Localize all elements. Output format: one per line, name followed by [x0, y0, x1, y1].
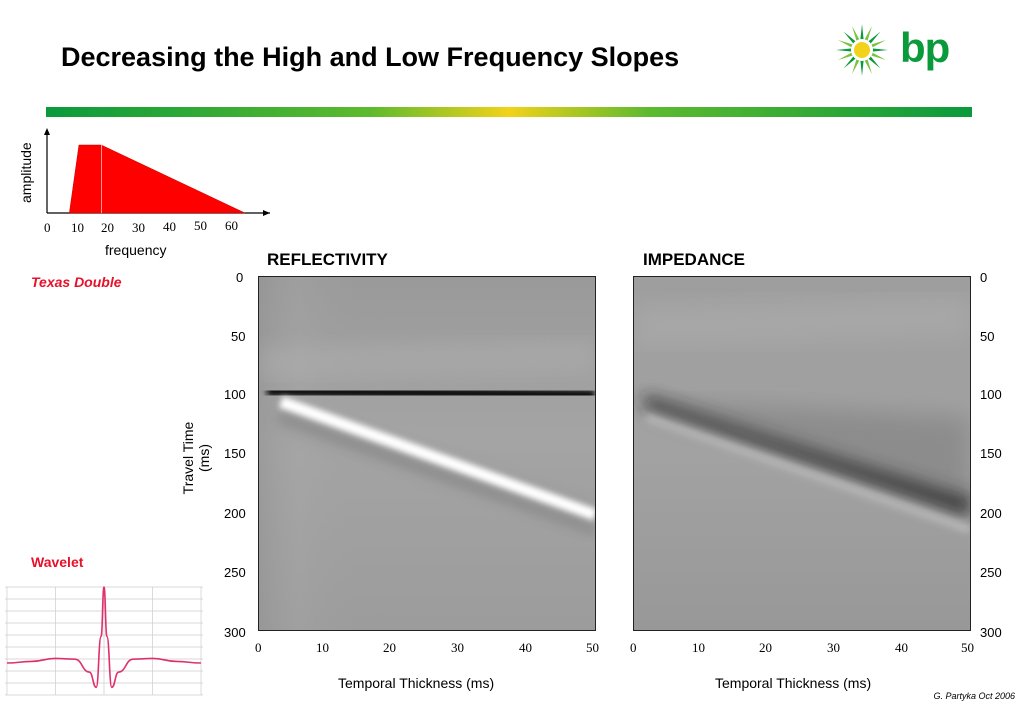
x-tick-refl-30: 30 — [451, 640, 464, 655]
helios-petal — [863, 25, 872, 43]
helios-petal — [866, 54, 881, 69]
x-tick-refl-0: 0 — [255, 640, 262, 655]
y-tick-left-100: 100 — [224, 387, 246, 402]
wavelet-plot — [5, 586, 203, 696]
y-tick-right-150: 150 — [980, 446, 1002, 461]
spectrum-tick-50: 50 — [194, 218, 207, 233]
spectrum-shape — [69, 144, 246, 214]
helios-petal — [852, 57, 861, 75]
y-tick-left-150: 150 — [224, 446, 246, 461]
spectrum-tick-40: 40 — [163, 219, 176, 234]
spectrum-tick-60: 60 — [225, 218, 238, 233]
spectrum-x-arrow — [263, 210, 270, 216]
author-credit: G. Partyka Oct 2006 — [933, 691, 1015, 701]
x-tick-imp-0: 0 — [630, 640, 637, 655]
x-tick-refl-10: 10 — [316, 640, 329, 655]
impedance-section — [633, 276, 971, 631]
helios-petal — [860, 58, 864, 76]
y-tick-right-250: 250 — [980, 565, 1002, 580]
x-tick-imp-10: 10 — [692, 640, 705, 655]
page-title: Decreasing the High and Low Frequency Sl… — [61, 42, 680, 72]
bp-helios-logo-icon — [836, 24, 888, 76]
helios-petal — [852, 25, 861, 43]
spectrum-tick-10: 10 — [71, 220, 84, 235]
spectrum-tick-0: 0 — [44, 220, 51, 235]
spectrum-tick-20: 20 — [101, 220, 114, 235]
reflectivity-x-axis-label: Temporal Thickness (ms) — [338, 675, 495, 691]
y-tick-left-250: 250 — [224, 565, 246, 580]
travel-time-axis-label: Travel Time (ms) — [180, 421, 212, 495]
bp-logo-text: bp — [900, 24, 950, 71]
helios-petal — [837, 40, 855, 49]
y-tick-right-0: 0 — [980, 270, 988, 285]
helios-petal — [866, 31, 881, 46]
wavelet-grid — [5, 586, 203, 696]
x-tick-imp-50: 50 — [961, 640, 974, 655]
x-tick-refl-40: 40 — [519, 640, 532, 655]
spectrum-ylabel: amplitude — [18, 142, 34, 203]
impedance-title: IMPEDANCE — [643, 250, 746, 269]
y-tick-left-300: 300 — [224, 625, 246, 640]
helios-petal — [843, 31, 858, 46]
reflectivity-base-event — [278, 396, 595, 521]
wavelet-label: Wavelet — [31, 554, 84, 570]
x-tick-refl-20: 20 — [383, 640, 396, 655]
spectrum-tick-30: 30 — [132, 220, 145, 235]
helios-petal — [836, 48, 854, 52]
texas-double-label: Texas Double — [31, 274, 122, 290]
reflectivity-section — [258, 276, 596, 631]
y-tick-right-50: 50 — [980, 329, 995, 344]
helios-petal — [837, 51, 855, 60]
reflectivity-title: REFLECTIVITY — [267, 250, 388, 269]
wavelet-curve — [6, 586, 202, 689]
spectrum-y-arrow — [44, 128, 50, 135]
spectrum-xlabel: frequency — [105, 242, 167, 258]
y-tick-right-300: 300 — [980, 625, 1002, 640]
y-tick-right-100: 100 — [980, 387, 1002, 402]
helios-petal — [863, 57, 872, 75]
x-tick-imp-30: 30 — [827, 640, 840, 655]
frequency-spectrum — [44, 128, 270, 216]
helios-petal — [843, 54, 858, 69]
helios-core — [854, 42, 870, 58]
reflectivity-top-event — [266, 385, 595, 401]
y-tick-left-0: 0 — [236, 270, 244, 285]
impedance-x-axis-label: Temporal Thickness (ms) — [715, 675, 872, 691]
x-tick-imp-40: 40 — [895, 640, 908, 655]
helios-petal — [860, 24, 864, 42]
helios-petal — [869, 40, 887, 49]
helios-petal — [870, 48, 888, 52]
y-tick-left-50: 50 — [231, 329, 246, 344]
x-tick-imp-20: 20 — [759, 640, 772, 655]
header-divider — [46, 107, 972, 117]
x-tick-refl-50: 50 — [586, 640, 599, 655]
y-tick-right-200: 200 — [980, 506, 1002, 521]
helios-petal — [869, 51, 887, 60]
y-tick-left-200: 200 — [224, 506, 246, 521]
